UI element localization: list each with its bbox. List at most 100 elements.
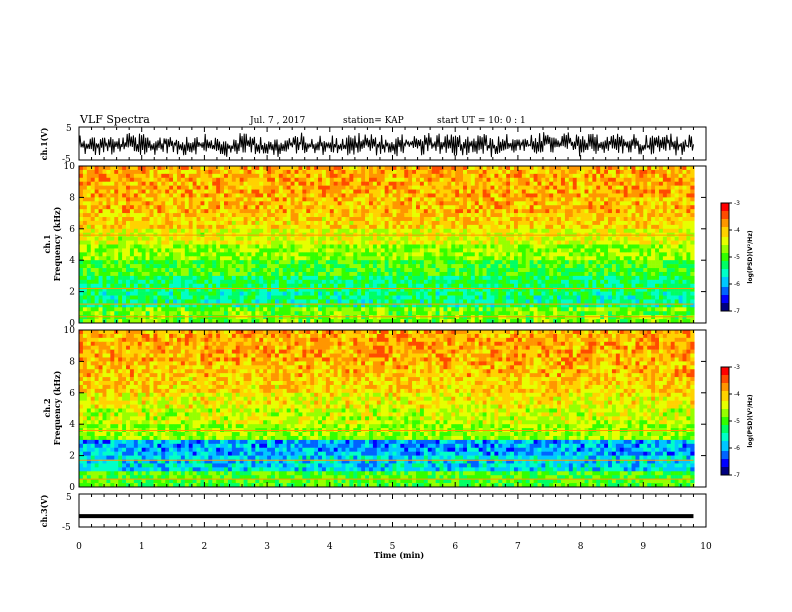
heatmap-cell xyxy=(141,173,146,179)
heatmap-cell xyxy=(278,264,284,269)
heatmap-cell xyxy=(537,228,542,234)
heatmap-cell xyxy=(564,264,570,269)
heatmap-cell xyxy=(572,268,577,273)
heatmap-cell xyxy=(517,185,523,190)
heatmap-cell xyxy=(643,236,648,241)
heatmap-cell xyxy=(137,264,142,269)
heatmap-cell xyxy=(388,268,393,273)
heatmap-cell xyxy=(635,244,640,249)
heatmap-cell xyxy=(608,228,613,234)
heatmap-cell xyxy=(494,260,499,265)
heatmap-cell xyxy=(416,189,421,194)
heatmap-cell xyxy=(286,217,291,222)
heatmap-cell xyxy=(267,201,272,206)
heatmap-cell xyxy=(470,166,476,171)
heatmap-cell xyxy=(690,244,695,249)
heatmap-cell xyxy=(545,244,550,249)
heatmap-cell xyxy=(568,248,574,253)
heatmap-cell xyxy=(682,268,687,273)
heatmap-cell xyxy=(419,268,425,273)
heatmap-cell xyxy=(141,217,146,222)
heatmap-cell xyxy=(459,205,464,210)
heatmap-cell xyxy=(541,248,546,253)
heatmap-cell xyxy=(294,264,299,269)
heatmap-cell xyxy=(220,189,225,194)
heatmap-cell xyxy=(666,166,672,171)
heatmap-cell xyxy=(655,240,660,245)
heatmap-cell xyxy=(635,252,640,257)
heatmap-cell xyxy=(568,264,574,269)
heatmap-cell xyxy=(310,166,315,171)
heatmap-cell xyxy=(408,185,413,190)
heatmap-cell xyxy=(521,248,527,253)
heatmap-cell xyxy=(278,181,284,186)
heatmap-cell xyxy=(541,217,546,222)
heatmap-cell xyxy=(102,264,107,269)
heatmap-cell xyxy=(439,244,444,249)
heatmap-cell xyxy=(192,177,197,182)
heatmap-cell xyxy=(513,248,519,253)
heatmap-cell xyxy=(86,260,92,265)
heatmap-cell xyxy=(298,260,303,265)
heatmap-cell xyxy=(400,181,405,186)
heatmap-cell xyxy=(102,201,107,206)
heatmap-cell xyxy=(204,201,209,206)
heatmap-cell xyxy=(353,264,358,269)
heatmap-cell xyxy=(149,228,154,234)
heatmap-cell xyxy=(682,173,687,179)
heatmap-cell xyxy=(333,279,338,285)
heatmap-cell xyxy=(372,240,378,245)
heatmap-cell xyxy=(408,224,413,230)
heatmap-cell xyxy=(169,279,174,285)
heatmap-cell xyxy=(235,189,240,194)
heatmap-cell xyxy=(392,201,397,206)
heatmap-cell xyxy=(145,169,150,175)
heatmap-cell xyxy=(302,201,307,206)
heatmap-cell xyxy=(686,220,691,226)
heatmap-cell xyxy=(282,213,287,218)
heatmap-cell xyxy=(173,260,178,265)
heatmap-cell xyxy=(180,213,186,218)
heatmap-cell xyxy=(361,173,366,179)
heatmap-cell xyxy=(541,181,546,186)
heatmap-cell xyxy=(357,220,362,226)
heatmap-cell xyxy=(133,189,139,194)
heatmap-cell xyxy=(310,169,315,175)
heatmap-cell xyxy=(157,217,162,222)
heatmap-cell xyxy=(408,283,413,288)
heatmap-cell xyxy=(506,224,511,230)
heatmap-cell xyxy=(298,248,303,253)
heatmap-cell xyxy=(404,268,409,273)
heatmap-cell xyxy=(635,193,640,198)
heatmap-cell xyxy=(145,252,150,257)
heatmap-cell xyxy=(325,244,331,249)
heatmap-cell xyxy=(580,193,585,198)
heatmap-cell xyxy=(447,220,452,226)
heatmap-cell xyxy=(674,236,679,241)
heatmap-cell xyxy=(572,260,577,265)
heatmap-cell xyxy=(368,224,374,230)
heatmap-cell xyxy=(361,260,366,265)
heatmap-cell xyxy=(149,260,154,265)
heatmap-cell xyxy=(157,264,162,269)
heatmap-cell xyxy=(474,166,480,171)
heatmap-cell xyxy=(204,228,209,234)
heatmap-cell xyxy=(545,268,550,273)
heatmap-cell xyxy=(114,185,119,190)
heatmap-cell xyxy=(122,177,127,182)
heatmap-cell xyxy=(126,275,131,281)
heatmap-cell xyxy=(298,244,303,249)
heatmap-cell xyxy=(396,217,401,222)
heatmap-cell xyxy=(463,248,468,253)
heatmap-cell xyxy=(490,197,495,202)
heatmap-cell xyxy=(180,193,186,198)
heatmap-cell xyxy=(271,213,276,218)
heatmap-cell xyxy=(635,185,640,190)
heatmap-cell xyxy=(486,240,491,245)
heatmap-cell xyxy=(274,220,280,226)
heatmap-cell xyxy=(310,244,315,249)
heatmap-cell xyxy=(666,224,672,230)
heatmap-cell xyxy=(345,275,350,281)
heatmap-cell xyxy=(549,244,554,249)
heatmap-cell xyxy=(329,185,335,190)
